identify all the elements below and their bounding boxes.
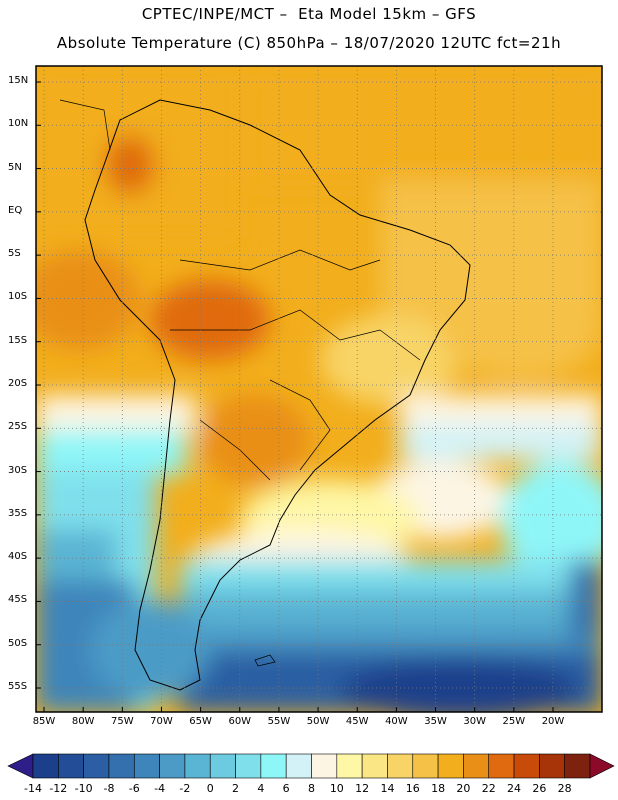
colorbar-label: -14: [24, 782, 42, 795]
colorbar-label: 14: [380, 782, 395, 795]
colorbar-swatch: [463, 753, 490, 779]
colorbar-label: 8: [308, 782, 315, 795]
colorbar-arrow-right: [589, 753, 615, 779]
colorbar-label: 6: [282, 782, 290, 795]
latitude-label: EQ: [8, 204, 23, 216]
colorbar-swatch: [336, 753, 363, 779]
colorbar-swatch: [133, 753, 160, 779]
latitude-label: 5N: [8, 161, 22, 173]
longitude-label: 25W: [502, 716, 526, 727]
latitude-label: 5S: [8, 248, 21, 260]
longitude-label: 85W: [32, 716, 56, 727]
longitude-label: 75W: [110, 716, 134, 727]
colorbar-swatch: [539, 753, 565, 779]
axis-ticks: [36, 81, 554, 712]
latitude-label: 25S: [8, 421, 28, 433]
longitude-label: 80W: [71, 716, 95, 727]
latitude-label: 50S: [8, 637, 28, 649]
longitude-label: 40W: [385, 716, 408, 727]
colorbar-label: 16: [405, 782, 420, 795]
latitude-label: 40S: [8, 551, 28, 563]
colorbar-label: 0: [206, 782, 214, 795]
colorbar-swatch: [260, 753, 287, 779]
colorbar-label: 12: [355, 782, 370, 795]
colorbar-label: -12: [49, 782, 68, 795]
latitude-label: 20S: [8, 378, 28, 389]
colorbar-swatch: [235, 753, 262, 779]
latitude-label: 10S: [8, 291, 28, 303]
colorbar-label: -2: [179, 782, 191, 795]
latitude-label: 30S: [8, 464, 28, 476]
latitude-label: 35S: [8, 507, 28, 519]
longitude-label: 55W: [267, 716, 291, 727]
colorbar-swatch: [184, 753, 211, 779]
colorbar-swatch: [58, 753, 84, 779]
colorbar-label: 10: [329, 782, 344, 795]
colorbar-swatch: [412, 753, 439, 779]
colorbar-label: 26: [532, 782, 547, 795]
colorbar-swatch: [488, 753, 515, 779]
longitude-label: 50W: [306, 716, 330, 727]
colorbar-label: 24: [507, 782, 522, 795]
colorbar-swatch: [513, 753, 540, 779]
coastline-outline: [59, 99, 471, 691]
colorbar-swatch: [311, 753, 338, 779]
colorbar-swatch: [387, 753, 414, 779]
latitude-label: 45S: [8, 594, 28, 606]
colorbar-label: 20: [456, 782, 471, 795]
colorbar-swatch: [361, 753, 388, 779]
colorbar-swatch: [83, 753, 110, 779]
map-title-line2: Absolute Temperature (C) 850hPa – 18/07/…: [56, 34, 562, 52]
longitude-label: 65W: [189, 716, 212, 727]
latitude-label: 15N: [8, 75, 29, 86]
map-title-line1: CPTEC/INPE/MCT – Eta Model 15km – GFS: [141, 5, 477, 23]
colorbar-label: -8: [103, 782, 115, 795]
map-frame: [35, 65, 603, 713]
latitude-label: 55S: [8, 681, 28, 692]
colorbar-label: -6: [128, 782, 140, 795]
colorbar-label: -10: [74, 782, 93, 795]
latitude-label: 10N: [8, 118, 29, 130]
colorbar-label: 28: [557, 782, 572, 795]
latitude-label: 15S: [8, 334, 28, 346]
colorbar-label: 2: [232, 782, 240, 795]
colorbar-swatch: [437, 753, 464, 779]
colorbar-label: 18: [431, 782, 446, 795]
colorbar-label: 4: [257, 782, 265, 795]
colorbar: [7, 753, 615, 779]
colorbar-label: 22: [481, 782, 496, 795]
longitude-label: 35W: [424, 716, 447, 727]
colorbar-swatch: [564, 753, 591, 779]
longitude-label: 20W: [541, 716, 565, 727]
colorbar-arrow-left: [7, 753, 34, 779]
colorbar-swatch: [108, 753, 135, 779]
colorbar-swatch: [285, 753, 312, 779]
colorbar-swatch: [32, 753, 59, 779]
colorbar-swatch: [159, 753, 186, 779]
longitude-label: 45W: [345, 716, 369, 727]
temperature-field: [36, 66, 602, 712]
longitude-label: 30W: [463, 716, 486, 727]
colorbar-label: -4: [154, 782, 166, 795]
colorbar-swatch: [209, 753, 236, 779]
longitude-label: 70W: [150, 716, 173, 727]
longitude-label: 60W: [228, 716, 252, 727]
